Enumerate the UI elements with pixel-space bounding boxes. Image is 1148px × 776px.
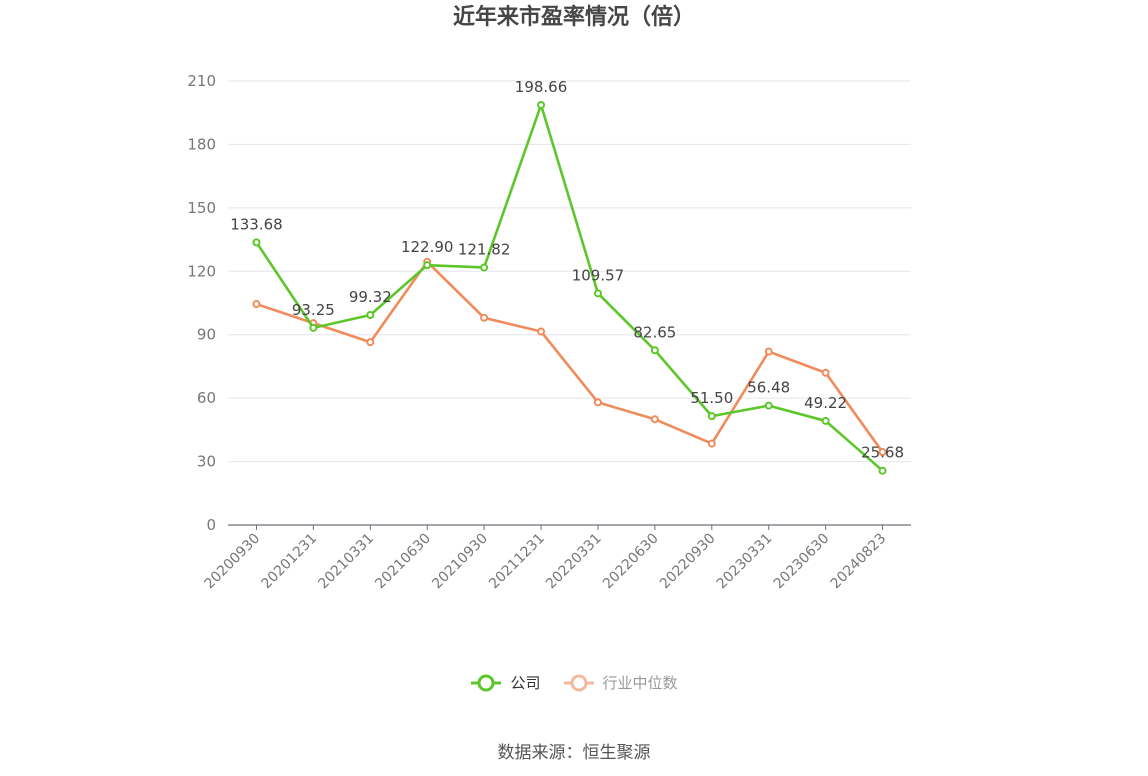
y-tick-label: 120 bbox=[187, 262, 216, 280]
data-point bbox=[707, 439, 716, 448]
y-tick-label: 30 bbox=[197, 453, 216, 471]
x-tick-label: 20210930 bbox=[429, 531, 491, 593]
x-tick-label: 20230630 bbox=[771, 531, 833, 593]
source-note: 数据来源：恒生聚源 bbox=[497, 743, 651, 763]
legend-label-industry-median: 行业中位数 bbox=[602, 674, 678, 692]
data-label: 121.82 bbox=[458, 240, 511, 258]
data-point bbox=[821, 416, 830, 425]
data-point bbox=[878, 448, 887, 457]
y-tick-label: 150 bbox=[187, 199, 216, 217]
legend-item-company[interactable]: 公司 bbox=[470, 672, 541, 693]
data-point bbox=[764, 401, 773, 410]
data-label: 122.90 bbox=[401, 238, 454, 256]
data-point bbox=[366, 338, 375, 347]
x-tick-label: 20230331 bbox=[714, 531, 776, 593]
data-point bbox=[593, 289, 602, 298]
data-point bbox=[309, 323, 318, 332]
data-label: 56.48 bbox=[747, 379, 790, 397]
data-label: 198.66 bbox=[515, 78, 568, 96]
data-label: 99.32 bbox=[349, 288, 392, 306]
x-tick-label: 20201231 bbox=[258, 531, 320, 593]
legend-label-company: 公司 bbox=[510, 674, 541, 692]
data-label: 109.57 bbox=[572, 266, 625, 284]
legend: 公司 行业中位数 bbox=[0, 672, 1148, 693]
data-labels: 133.68 93.25 99.32 122.90 121.82 198.66 109.57… bbox=[230, 78, 904, 462]
legend-line-marker-icon bbox=[471, 674, 502, 691]
data-point bbox=[252, 300, 261, 309]
y-tick-label: 60 bbox=[197, 389, 216, 407]
x-tick-label: 20210630 bbox=[372, 531, 434, 593]
data-label: 25.68 bbox=[861, 444, 904, 462]
grid-lines bbox=[228, 80, 911, 463]
data-point bbox=[480, 313, 489, 322]
data-point bbox=[480, 263, 489, 272]
data-point bbox=[764, 347, 773, 356]
x-tick-label: 20220930 bbox=[657, 531, 719, 593]
data-label: 133.68 bbox=[230, 215, 283, 233]
data-point bbox=[878, 466, 887, 475]
data-point bbox=[650, 346, 659, 355]
data-point bbox=[707, 412, 716, 421]
legend-item-industry-median[interactable]: 行业中位数 bbox=[563, 672, 678, 693]
x-tick-label: 20211231 bbox=[486, 531, 548, 593]
x-tick-label: 20240823 bbox=[828, 531, 890, 593]
data-point bbox=[537, 100, 546, 109]
y-tick-label: 0 bbox=[206, 516, 216, 534]
x-tick-label: 20200930 bbox=[202, 531, 264, 593]
y-tick-label: 90 bbox=[197, 326, 216, 344]
data-point bbox=[593, 398, 602, 407]
data-label: 93.25 bbox=[292, 301, 335, 319]
series-layer bbox=[252, 100, 887, 475]
data-point bbox=[650, 415, 659, 424]
y-tick-label: 180 bbox=[187, 135, 216, 153]
y-tick-label: 210 bbox=[187, 72, 216, 90]
data-point bbox=[423, 261, 432, 270]
x-tick-label: 20220331 bbox=[543, 531, 605, 593]
data-label: 51.50 bbox=[690, 389, 733, 407]
legend-line-marker-icon bbox=[563, 674, 594, 691]
x-tick-label: 20210331 bbox=[315, 531, 377, 593]
x-tick-label: 20220630 bbox=[600, 531, 662, 593]
data-label: 82.65 bbox=[633, 323, 676, 341]
data-point bbox=[366, 311, 375, 320]
series-line bbox=[256, 260, 884, 453]
chart-title: 近年来市盈率情况（倍） bbox=[452, 5, 695, 30]
data-label: 49.22 bbox=[804, 394, 847, 412]
axes: 0306090120150180210202009302020123120210… bbox=[187, 72, 911, 592]
data-point bbox=[537, 327, 546, 336]
data-point bbox=[252, 238, 261, 247]
series-line bbox=[255, 103, 884, 472]
data-point bbox=[821, 368, 830, 377]
